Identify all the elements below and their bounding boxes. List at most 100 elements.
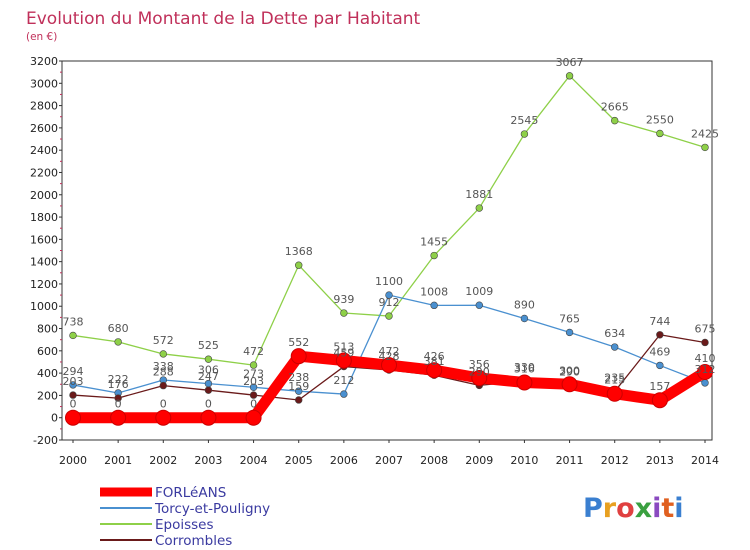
data-point — [381, 357, 397, 374]
data-point — [475, 204, 483, 212]
data-point — [69, 331, 77, 340]
data-label: 1008 — [420, 285, 448, 298]
x-tick-label: 2006 — [330, 454, 358, 467]
data-label: 0 — [160, 398, 167, 411]
data-point — [249, 383, 258, 391]
x-tick-label: 2008 — [420, 454, 448, 467]
data-labels: 0 0 0 0 0 552 513 472 426 356 316 300 215 157 410 294 22… — [63, 56, 720, 411]
data-point — [520, 130, 529, 138]
data-label: 912 — [379, 296, 400, 309]
logo-letter: r — [603, 493, 617, 524]
data-label: 472 — [243, 345, 264, 358]
data-label: 356 — [469, 358, 490, 371]
data-label: 2550 — [646, 113, 674, 126]
data-point — [430, 301, 438, 310]
x-tick-label: 2013 — [646, 454, 674, 467]
data-label: 2665 — [601, 101, 629, 114]
data-label: 3067 — [556, 56, 584, 69]
x-tick-label: 2004 — [240, 454, 268, 467]
data-point — [606, 385, 623, 402]
data-label: 238 — [288, 371, 309, 384]
x-tick-label: 2001 — [104, 454, 132, 467]
y-tick-label: 400 — [37, 367, 58, 380]
x-tick-label: 2011 — [556, 454, 584, 467]
y-tick-label: 1600 — [30, 233, 58, 246]
y-tick-label: 2200 — [30, 166, 58, 179]
x-tick-label: 2012 — [601, 454, 629, 467]
data-point — [565, 328, 574, 337]
data-point — [656, 331, 664, 339]
data-point — [69, 391, 77, 399]
data-point — [651, 392, 668, 409]
data-label: 312 — [695, 363, 716, 376]
y-tick-label: 1800 — [30, 211, 58, 224]
logo-letter: o — [616, 493, 635, 524]
y-tick-label: 0 — [51, 412, 58, 425]
data-label: 0 — [250, 398, 257, 411]
data-label: 469 — [649, 345, 670, 358]
y-tick-label: 1400 — [30, 256, 58, 269]
data-point — [701, 143, 709, 152]
data-point — [295, 387, 303, 395]
y-tick-label: 200 — [37, 389, 58, 402]
data-point — [430, 251, 438, 260]
y-tick-label: 3000 — [30, 77, 58, 90]
y-tick-label: -200 — [33, 434, 58, 447]
data-label: 890 — [514, 298, 535, 311]
data-label: 0 — [205, 398, 212, 411]
data-point — [290, 348, 307, 365]
series-layer — [65, 72, 713, 426]
data-point — [204, 355, 213, 363]
data-point — [611, 116, 619, 125]
data-label: 247 — [198, 370, 219, 383]
data-point — [611, 343, 619, 351]
data-point — [475, 301, 483, 309]
data-label: 459 — [333, 347, 354, 360]
data-label: 738 — [63, 315, 84, 328]
data-label: 572 — [153, 334, 174, 347]
data-point — [204, 386, 213, 394]
data-point — [335, 352, 352, 369]
data-label: 203 — [243, 375, 264, 388]
data-label: 338 — [153, 360, 174, 373]
x-tick-label: 2002 — [149, 454, 177, 467]
data-label: 2545 — [510, 114, 538, 127]
data-point — [159, 381, 167, 390]
data-point — [516, 374, 533, 391]
data-label: 1455 — [420, 236, 448, 249]
y-tick-label: 3200 — [30, 55, 58, 68]
y-tick-label: 2800 — [30, 100, 58, 113]
data-label: 680 — [108, 322, 129, 335]
data-point — [385, 291, 393, 299]
data-label: 288 — [153, 366, 174, 379]
logo-letter: x — [635, 493, 652, 524]
data-label: 410 — [695, 352, 716, 365]
data-point — [295, 261, 303, 269]
y-tick-label: 1000 — [30, 300, 58, 313]
axes: -200020040060080010001200140016001800200… — [30, 55, 719, 467]
data-point — [701, 338, 709, 347]
data-point — [565, 72, 574, 80]
data-label: 765 — [559, 312, 580, 325]
data-point — [471, 370, 488, 387]
logo-letter: P — [583, 493, 603, 524]
x-tick-label: 2000 — [59, 454, 87, 467]
data-label: 159 — [288, 380, 309, 393]
data-label: 675 — [695, 322, 716, 335]
y-tick-label: 600 — [37, 345, 58, 358]
data-point — [295, 396, 303, 404]
data-label: 300 — [559, 364, 580, 377]
data-point — [114, 394, 122, 402]
data-point — [561, 376, 578, 393]
proxiti-logo-text: Proxiti — [583, 493, 684, 524]
data-point — [200, 409, 217, 426]
data-point — [340, 309, 348, 317]
data-point — [114, 338, 122, 346]
legend-label: Epoisses — [155, 517, 214, 533]
data-point — [159, 350, 167, 358]
x-tick-label: 2014 — [691, 454, 719, 467]
data-label: 0 — [70, 398, 77, 411]
y-tick-label: 800 — [37, 323, 58, 336]
legend-label: Corrombles — [155, 533, 232, 549]
x-tick-label: 2003 — [194, 454, 222, 467]
